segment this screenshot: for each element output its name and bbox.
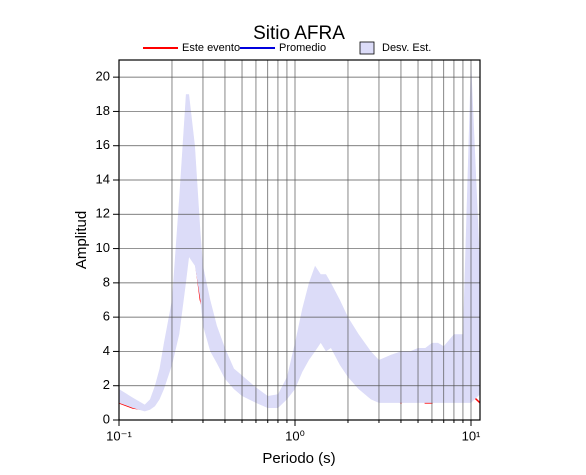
legend-label: Promedio (279, 42, 326, 54)
x-axis-label: Periodo (s) (262, 450, 335, 467)
plot-data (119, 60, 480, 412)
y-axis-label: Amplitud (73, 211, 90, 269)
y-tick-label: 14 (96, 171, 110, 186)
y-tick-label: 18 (96, 103, 110, 118)
y-tick-label: 6 (103, 309, 110, 324)
y-tick-label: 4 (103, 343, 110, 358)
chart-title: Sitio AFRA (253, 23, 345, 44)
plot-frame (118, 59, 481, 421)
y-tick-label: 20 (96, 69, 110, 84)
std-band (119, 60, 480, 412)
x-tick-label: 10⁻¹ (106, 428, 132, 443)
y-tick-label: 12 (96, 206, 110, 221)
y-tick-label: 2 (103, 377, 110, 392)
y-tick-label: 10 (96, 240, 110, 255)
legend-label: Desv. Est. (382, 42, 431, 54)
legend-label: Este evento (182, 42, 240, 54)
grid (118, 60, 480, 421)
x-tick-label: 10¹ (462, 428, 481, 443)
legend-swatch (359, 41, 375, 55)
y-tick-label: 0 (103, 411, 110, 426)
y-tick-label: 16 (96, 137, 110, 152)
x-tick-label: 10⁰ (285, 428, 305, 443)
y-tick-label: 8 (103, 274, 110, 289)
